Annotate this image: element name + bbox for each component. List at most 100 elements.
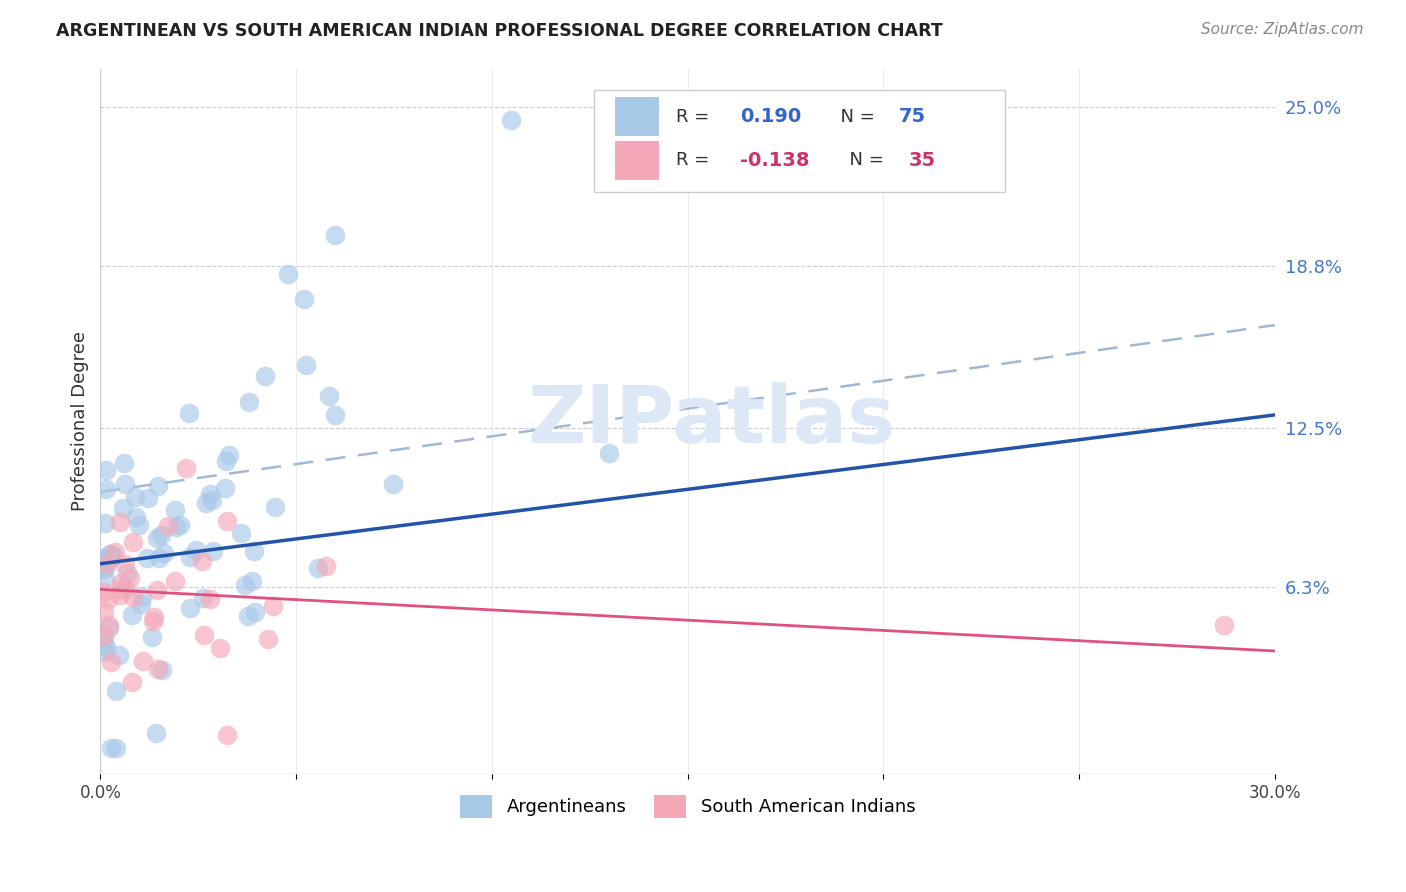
Point xyxy=(101,549,124,564)
Text: N =: N = xyxy=(828,108,880,126)
Point xyxy=(201,544,224,558)
Point xyxy=(112,456,135,470)
Point xyxy=(201,493,224,508)
Point xyxy=(169,518,191,533)
Point xyxy=(150,664,173,678)
Point xyxy=(93,562,115,576)
Point xyxy=(100,741,122,756)
Point xyxy=(108,648,131,662)
Point xyxy=(104,683,127,698)
Text: R =: R = xyxy=(676,152,714,169)
Point xyxy=(122,591,145,605)
Point xyxy=(93,551,115,566)
Point xyxy=(114,476,136,491)
Point xyxy=(132,654,155,668)
Text: Source: ZipAtlas.com: Source: ZipAtlas.com xyxy=(1201,22,1364,37)
Point xyxy=(243,605,266,619)
Point xyxy=(1213,618,1236,632)
Point xyxy=(238,609,260,624)
Point xyxy=(214,481,236,495)
Point xyxy=(198,591,221,606)
Point xyxy=(145,726,167,740)
Point xyxy=(191,554,214,568)
Point xyxy=(238,395,260,409)
Point xyxy=(142,610,165,624)
Point xyxy=(229,525,252,540)
Text: ARGENTINEAN VS SOUTH AMERICAN INDIAN PROFESSIONAL DEGREE CORRELATION CHART: ARGENTINEAN VS SOUTH AMERICAN INDIAN PRO… xyxy=(56,22,943,40)
Point xyxy=(100,547,122,561)
Point xyxy=(104,545,127,559)
Point xyxy=(323,408,346,422)
Point xyxy=(128,518,150,533)
Y-axis label: Professional Degree: Professional Degree xyxy=(72,331,89,511)
Point xyxy=(93,606,115,620)
Point xyxy=(174,461,197,475)
Point xyxy=(150,527,173,541)
Point xyxy=(110,582,132,596)
Point xyxy=(136,491,159,506)
Point xyxy=(157,519,180,533)
Point xyxy=(198,487,221,501)
Point xyxy=(94,516,117,530)
Point xyxy=(108,516,131,530)
Point xyxy=(256,632,278,646)
Point xyxy=(98,621,121,635)
Point xyxy=(233,578,256,592)
Point xyxy=(96,640,118,654)
Point xyxy=(163,503,186,517)
FancyBboxPatch shape xyxy=(593,90,1005,192)
Point xyxy=(98,618,121,632)
Point xyxy=(121,608,143,623)
Bar xyxy=(614,141,659,179)
Point xyxy=(101,549,124,564)
Point xyxy=(94,644,117,658)
Point xyxy=(141,631,163,645)
Point xyxy=(215,728,238,742)
Point xyxy=(97,591,120,606)
Point xyxy=(98,548,121,562)
Point xyxy=(148,478,170,492)
Point xyxy=(382,476,405,491)
Point xyxy=(195,496,218,510)
Point xyxy=(243,544,266,558)
Point xyxy=(129,597,152,611)
Point xyxy=(193,628,215,642)
Point xyxy=(146,532,169,546)
Point xyxy=(262,599,284,613)
Point xyxy=(315,558,337,573)
Point xyxy=(179,549,201,564)
Point xyxy=(96,482,118,496)
Text: 75: 75 xyxy=(898,107,927,126)
Point xyxy=(124,490,146,504)
Point xyxy=(96,558,118,572)
Point xyxy=(93,555,115,569)
Point xyxy=(217,514,239,528)
Point xyxy=(111,501,134,516)
Point xyxy=(153,546,176,560)
Point xyxy=(193,591,215,606)
Point xyxy=(215,454,238,468)
Point xyxy=(96,463,118,477)
Point xyxy=(131,590,153,604)
Point xyxy=(264,500,287,514)
Point xyxy=(93,634,115,648)
Point xyxy=(104,741,127,756)
Point xyxy=(135,551,157,566)
Point xyxy=(163,574,186,589)
Point xyxy=(307,561,329,575)
Point xyxy=(177,406,200,420)
Point xyxy=(100,656,122,670)
Text: N =: N = xyxy=(838,152,890,169)
Point xyxy=(218,448,240,462)
Point xyxy=(110,576,132,591)
Point xyxy=(146,583,169,598)
Point xyxy=(121,675,143,690)
Point xyxy=(148,550,170,565)
Point xyxy=(121,535,143,549)
Point xyxy=(165,520,187,534)
Point xyxy=(209,641,232,656)
Point xyxy=(318,389,340,403)
Point xyxy=(294,359,316,373)
Point xyxy=(253,369,276,384)
Point xyxy=(114,557,136,571)
